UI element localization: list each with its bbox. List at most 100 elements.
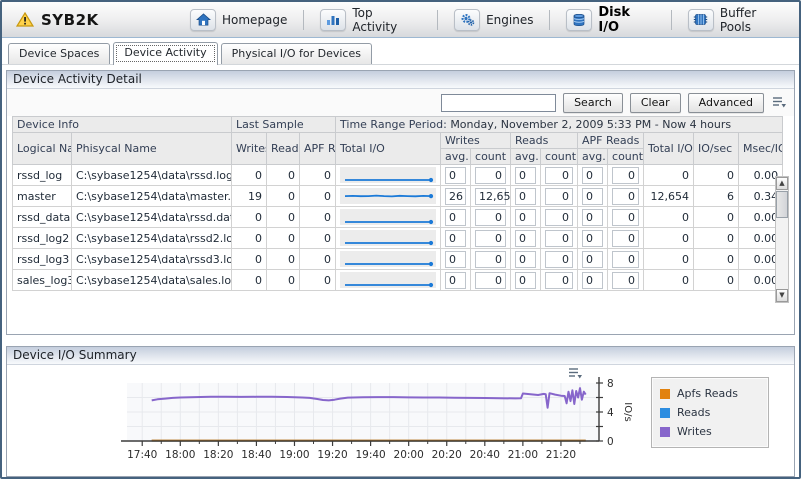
reads-avg-cell: 0: [510, 185, 542, 207]
advanced-button[interactable]: Advanced: [687, 92, 764, 113]
reads-cell: 0: [266, 164, 300, 186]
table-row[interactable]: masterC:\sybase1254\data\master.dat19002…: [12, 185, 784, 207]
scroll-down-button[interactable]: ▼: [776, 289, 788, 302]
legend-label: Reads: [677, 406, 711, 419]
table-row[interactable]: rssd_log C:\sybase1254\data\rssd.log 0 0 0 0 0…: [12, 164, 784, 186]
col-total-io-sparkline[interactable]: Total I/O: [335, 132, 442, 165]
col-total-io[interactable]: Total I/O: [643, 132, 695, 165]
col-apf-reads[interactable]: APF Reads: [298, 132, 337, 165]
apf-avg-cell: 0: [577, 206, 609, 228]
tab-device-spaces[interactable]: Device Spaces: [8, 43, 111, 64]
writes-avg-cell: 0: [440, 227, 472, 249]
col-group-apf-reads[interactable]: APF Reads: [577, 132, 645, 149]
writes-avg-cell: 0: [440, 164, 472, 186]
col-reads-count[interactable]: count: [540, 148, 579, 165]
svg-text:21:00: 21:00: [508, 449, 538, 461]
nav-item-disk-io[interactable]: Disk I/O: [558, 3, 663, 37]
reads-count-cell: 0: [540, 269, 579, 291]
physical-name-cell: C:\sybase1254\data\rssd3.log: [71, 248, 232, 270]
col-io-sec[interactable]: IO/sec: [693, 132, 740, 165]
col-reads-avg[interactable]: avg.: [510, 148, 542, 165]
io-sec-cell: 0: [693, 164, 740, 186]
legend-item-apfs-reads: Apfs Reads: [660, 384, 760, 403]
apf-reads-cell: 0: [298, 206, 337, 228]
total-io-sparkline: [345, 240, 434, 246]
apf-count-cell: 0: [607, 206, 645, 228]
writes-cell: 0: [231, 164, 267, 186]
warning-icon: [16, 12, 34, 27]
home-icon: [190, 8, 216, 31]
table-row[interactable]: sales_log3 C:\sybase1254\data\sales.log 0 0…: [12, 269, 784, 291]
clear-button[interactable]: Clear: [629, 92, 681, 113]
total-io-cell: 0: [643, 269, 695, 291]
nav-separator: [671, 9, 672, 30]
apf-count-cell: 0: [607, 164, 645, 186]
col-msec-io[interactable]: Msec/IO: [738, 132, 784, 165]
scrollbar-thumb[interactable]: [776, 191, 788, 218]
time-range-group-header: Time Range Period: Monday, November 2, 2…: [335, 116, 784, 133]
table-scrollbar[interactable]: ▲ ▼: [775, 176, 789, 303]
reads-avg-cell: 0: [510, 206, 542, 228]
device-table-body: rssd_log C:\sybase1254\data\rssd.log 0 0 0 0 0…: [12, 164, 784, 291]
reads-avg-cell: 0: [510, 248, 542, 270]
apf-count-cell: 0: [607, 269, 645, 291]
device-activity-table: Device Info Last Sample Time Range Perio…: [12, 116, 784, 291]
tab-strip: Device Spaces Device Activity Physical I…: [2, 38, 799, 65]
col-logical-name[interactable]: Logical Name: [12, 132, 72, 165]
total-io-sparkline-cell: [335, 227, 442, 249]
nav-item-homepage[interactable]: Homepage: [182, 7, 295, 33]
col-apf-count[interactable]: count: [607, 148, 645, 165]
reads-avg-cell: 0: [510, 227, 542, 249]
writes-count-cell: 0: [470, 227, 512, 249]
svg-text:17:40: 17:40: [127, 449, 157, 461]
reads-cell: 0: [266, 227, 300, 249]
y-axis-label: IO/s: [622, 402, 633, 421]
total-io-sparkline: [345, 177, 434, 183]
col-reads[interactable]: Reads: [266, 132, 300, 165]
total-io-sparkline: [345, 219, 434, 225]
search-input[interactable]: [441, 93, 557, 112]
apf-avg-cell: 0: [577, 269, 609, 291]
col-physical-name[interactable]: Phisycal Name: [71, 132, 232, 165]
nav-item-engines[interactable]: Engines: [446, 7, 541, 33]
legend-swatch: [660, 407, 670, 418]
search-button[interactable]: Search: [563, 92, 623, 113]
total-io-sparkline-cell: [335, 164, 442, 186]
table-row[interactable]: rssd_log3 C:\sybase1254\data\rssd3.log 0 0 0…: [12, 248, 784, 270]
svg-text:18:20: 18:20: [203, 449, 233, 461]
col-group-writes[interactable]: Writes: [440, 132, 512, 149]
column-header-row: Logical Name Phisycal Name Writes Reads …: [12, 132, 784, 165]
tab-device-activity[interactable]: Device Activity: [113, 42, 218, 65]
col-writes-avg[interactable]: avg.: [440, 148, 472, 165]
col-apf-avg[interactable]: avg.: [577, 148, 609, 165]
table-options-icon[interactable]: [771, 96, 787, 109]
total-io-sparkline-cell: [335, 206, 442, 228]
nav-separator: [549, 9, 551, 30]
tab-physical-io-for-devices[interactable]: Physical I/O for Devices: [220, 43, 372, 64]
reads-count-cell: 0: [540, 227, 579, 249]
writes-avg-cell: 0: [440, 248, 472, 270]
table-row[interactable]: rssd_log2 C:\sybase1254\data\rssd2.log 0 0 0…: [12, 227, 784, 249]
col-writes[interactable]: Writes: [231, 132, 267, 165]
panel-title: Device I/O Summary: [7, 347, 794, 365]
last-sample-group-header: Last Sample: [230, 116, 337, 133]
apf-reads-cell: 0: [298, 185, 337, 207]
device-info-group-header: Device Info: [12, 116, 232, 133]
legend-item-writes: Writes: [660, 422, 760, 441]
nav-item-top-activity[interactable]: Top Activity: [312, 4, 429, 36]
svg-text:0: 0: [607, 436, 614, 448]
reads-avg-cell: 0: [510, 269, 542, 291]
table-row[interactable]: rssd_data C:\sybase1254\data\rssd.dat 0 0 0 0…: [12, 206, 784, 228]
chart-area: 17:40 18:00 18:20 18:40 19:00 19:20 19:40 20:00…: [7, 365, 794, 477]
scroll-up-button[interactable]: ▲: [776, 177, 788, 190]
reads-count-cell: 0: [540, 185, 579, 207]
writes-cell: 19: [231, 185, 267, 207]
nav-item-buffer-pools[interactable]: Buffer Pools: [680, 4, 799, 36]
chart-options-icon[interactable]: [567, 367, 583, 380]
col-writes-count[interactable]: count: [470, 148, 512, 165]
io-sec-cell: 0: [693, 227, 740, 249]
apf-reads-cell: 0: [298, 164, 337, 186]
legend-label: Apfs Reads: [677, 387, 738, 400]
col-group-reads[interactable]: Reads: [510, 132, 579, 149]
nav-label: Buffer Pools: [719, 5, 757, 34]
